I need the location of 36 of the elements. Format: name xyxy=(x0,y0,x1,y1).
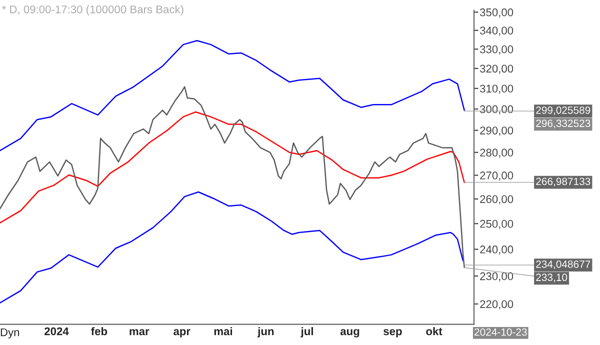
y-tick-label: 300,00 xyxy=(480,105,514,114)
x-tick-label: okt xyxy=(426,327,442,336)
text: 296,332523 xyxy=(536,120,590,128)
line-series xyxy=(0,111,465,224)
annotation: 266,987133 xyxy=(536,178,590,186)
text: Dyn xyxy=(0,328,20,338)
line-series xyxy=(0,191,464,304)
y-tick-label: 240,00 xyxy=(480,246,514,255)
x-tick-label: sep xyxy=(384,329,402,338)
x-tick-label: mai xyxy=(214,327,232,336)
y-tick-label: 280,00 xyxy=(480,148,514,158)
x-tick-label: aug xyxy=(340,329,360,338)
y-tick-label: 340,00 xyxy=(480,26,514,36)
line-series xyxy=(0,86,465,268)
chart-title: * D, 09:00-17:30 (100000 Bars Back) xyxy=(2,5,184,16)
line-series xyxy=(0,40,465,152)
y-tick-label: 270,00 xyxy=(480,172,514,181)
y-tick-label: 230,00 xyxy=(480,272,514,282)
x-tick-label: jun xyxy=(257,327,274,338)
annotation: 299,025589 xyxy=(536,106,590,116)
y-tick-label: 220,00 xyxy=(480,300,514,310)
y-tick-label: 320,00 xyxy=(480,64,514,74)
x-tick-label: feb xyxy=(91,327,108,336)
text: 2024-10-23 xyxy=(474,328,527,336)
x-tick-label: mar xyxy=(130,329,150,336)
y-tick-label: 260,00 xyxy=(480,195,514,204)
y-tick-label: 350,00 xyxy=(480,8,514,18)
y-tick-label: 330,00 xyxy=(480,45,514,55)
y-tick-label: 250,00 xyxy=(480,220,514,230)
x-tick-label: 2024 xyxy=(44,327,69,336)
y-tick-label: 290,00 xyxy=(480,126,514,136)
x-tick-label: apr xyxy=(174,329,190,338)
x-tick-label: jul xyxy=(300,327,313,338)
annotation: 234,048677 xyxy=(536,260,590,270)
y-tick-label: 310,00 xyxy=(480,84,514,94)
annotation: 233,10 xyxy=(536,274,568,282)
